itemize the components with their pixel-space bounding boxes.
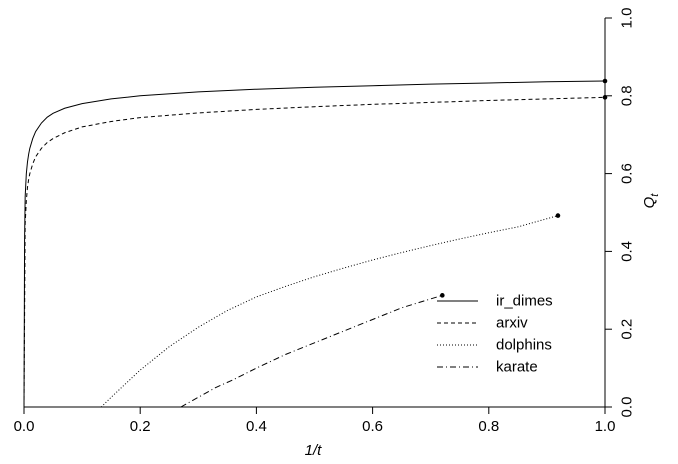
series-line-ir_dimes (23, 80, 606, 408)
series-line-karate (180, 294, 443, 408)
y-tick-label: 0.4 (619, 241, 636, 262)
y-axis-label-main: Q (641, 196, 658, 208)
x-tick-label: 0.2 (130, 418, 151, 435)
y-tick-label: 1.0 (619, 8, 636, 29)
series-endpoint-arxiv (602, 95, 608, 100)
legend-label-dolphins: dolphins (496, 337, 552, 354)
legend-label-arxiv: arxiv (496, 315, 528, 332)
y-axis-label: Qt (641, 193, 661, 209)
y-tick-label: 0.0 (619, 397, 636, 418)
y-axis-label-subscript: t (649, 193, 661, 197)
legend-label-ir_dimes: ir_dimes (496, 293, 553, 310)
x-tick-label: 1.0 (595, 418, 616, 435)
x-axis-label: 1/t (305, 442, 323, 459)
series-endpoint-ir_dimes (602, 78, 608, 84)
series-line-arxiv (23, 96, 606, 408)
x-tick-label: 0.4 (246, 418, 267, 435)
legend-label-karate: karate (496, 359, 538, 376)
x-tick-label: 0.6 (362, 418, 383, 435)
y-tick-label: 0.6 (619, 163, 636, 184)
y-tick-label: 0.2 (619, 319, 636, 340)
y-tick-label: 0.8 (619, 85, 636, 106)
axes: 0.0 0.2 0.4 0.6 0.8 1.00.00.20.40.60.81.0 (14, 8, 636, 435)
series-endpoint-dolphins (555, 213, 561, 218)
series-line-dolphins (100, 215, 559, 408)
x-tick-label: 0.0 (14, 418, 35, 435)
x-tick-label: 0.8 (478, 418, 499, 435)
plot-area (23, 78, 608, 408)
series-endpoint-karate (440, 293, 445, 298)
